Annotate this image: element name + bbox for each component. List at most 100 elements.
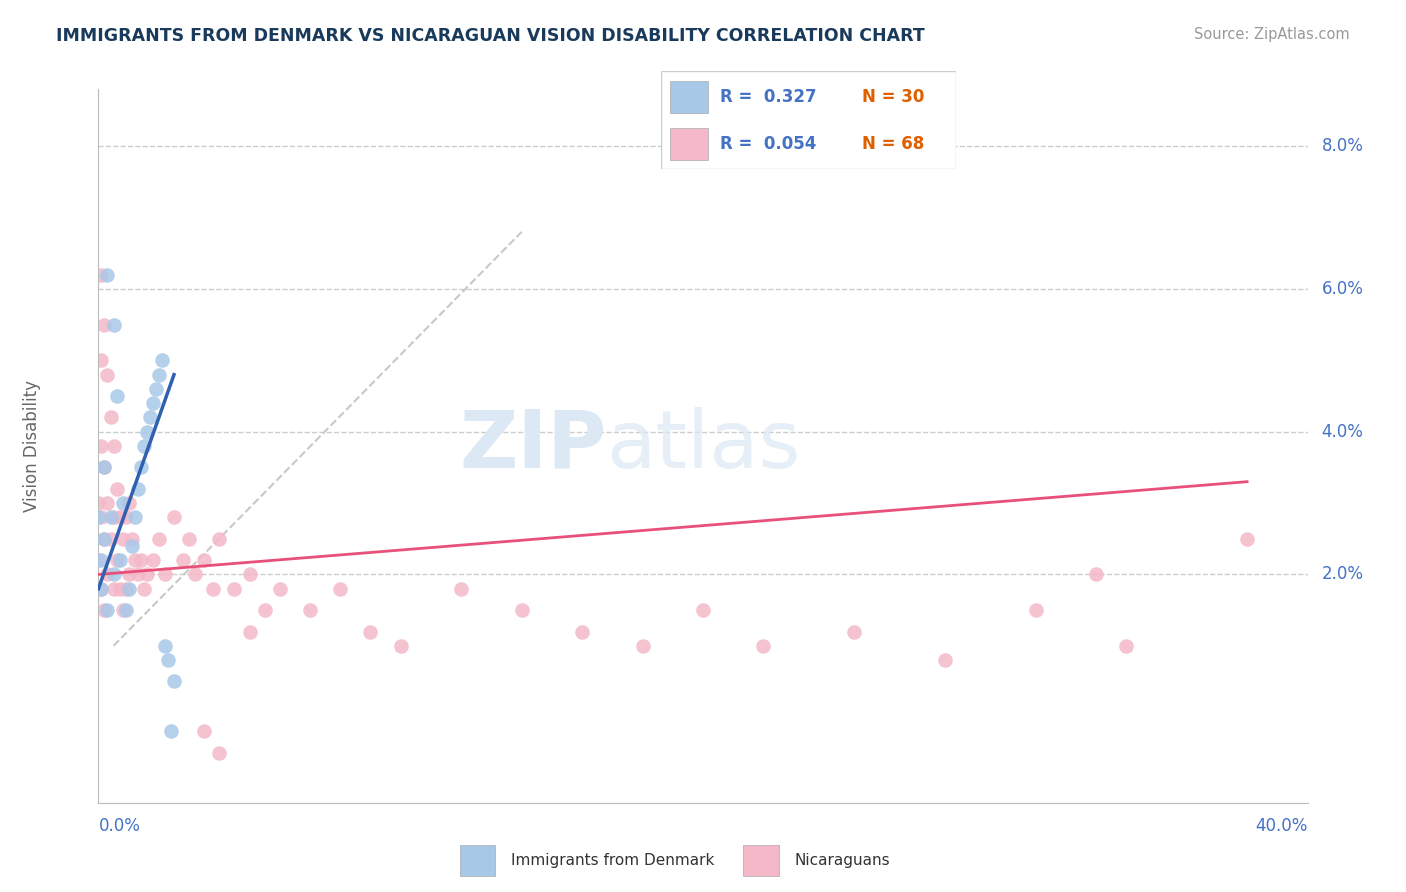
Point [127, 482, 149, 496]
Text: R =  0.054: R = 0.054 [720, 135, 817, 153]
Point [360, 624, 382, 639]
Point [631, 639, 654, 653]
Point [1024, 603, 1046, 617]
Point [135, 567, 157, 582]
Point [1085, 567, 1108, 582]
Point [129, 553, 152, 567]
Point [160, 724, 183, 739]
Point [389, 639, 412, 653]
Point [153, 567, 176, 582]
Text: R =  0.327: R = 0.327 [720, 88, 817, 106]
Text: Immigrants from Denmark: Immigrants from Denmark [510, 854, 714, 868]
Point [93, 603, 115, 617]
Point [299, 603, 322, 617]
Point [135, 425, 157, 439]
Point [118, 582, 141, 596]
Point [208, 746, 231, 760]
Point [1236, 532, 1258, 546]
Point [148, 368, 170, 382]
Point [239, 624, 262, 639]
Point [108, 553, 131, 567]
Bar [669, 128, 709, 160]
Point [145, 382, 167, 396]
Point [692, 603, 714, 617]
Text: ZIP: ZIP [458, 407, 606, 485]
Point [103, 582, 125, 596]
Point [114, 510, 136, 524]
Text: atlas: atlas [606, 407, 800, 485]
Point [571, 624, 593, 639]
Point [108, 582, 131, 596]
Text: IMMIGRANTS FROM DENMARK VS NICARAGUAN VISION DISABILITY CORRELATION CHART: IMMIGRANTS FROM DENMARK VS NICARAGUAN VI… [56, 27, 925, 45]
Bar [669, 81, 709, 112]
Point [111, 603, 134, 617]
Point [100, 532, 122, 546]
Point [329, 582, 352, 596]
Point [752, 639, 775, 653]
Point [153, 639, 176, 653]
Point [111, 496, 134, 510]
Point [1115, 639, 1137, 653]
Point [121, 539, 143, 553]
Point [90, 510, 112, 524]
Point [90, 582, 112, 596]
Point [111, 532, 134, 546]
Point [163, 674, 186, 689]
Point [100, 410, 122, 425]
Point [148, 532, 170, 546]
Point [844, 624, 866, 639]
Point [193, 553, 215, 567]
Point [90, 439, 112, 453]
Point [127, 567, 149, 582]
Point [103, 510, 125, 524]
Point [269, 582, 291, 596]
Text: N = 68: N = 68 [862, 135, 924, 153]
Point [124, 510, 146, 524]
Point [87, 496, 110, 510]
Point [90, 582, 112, 596]
Point [108, 510, 131, 524]
Text: Source: ZipAtlas.com: Source: ZipAtlas.com [1194, 27, 1350, 42]
Point [90, 553, 112, 567]
Point [202, 582, 225, 596]
Text: N = 30: N = 30 [862, 88, 924, 106]
Point [93, 460, 115, 475]
Point [96, 496, 118, 510]
Point [172, 553, 194, 567]
Text: 40.0%: 40.0% [1256, 817, 1308, 835]
Text: 6.0%: 6.0% [1322, 280, 1364, 298]
Point [90, 353, 112, 368]
Point [93, 318, 115, 332]
Point [224, 582, 246, 596]
Point [163, 510, 186, 524]
Point [103, 318, 125, 332]
Point [90, 268, 112, 282]
Point [96, 368, 118, 382]
Point [253, 603, 276, 617]
Point [150, 353, 173, 368]
Point [156, 653, 179, 667]
Point [450, 582, 472, 596]
Point [96, 268, 118, 282]
Point [193, 724, 215, 739]
Text: Nicaraguans: Nicaraguans [794, 854, 890, 868]
Point [208, 532, 231, 546]
Text: 0.0%: 0.0% [98, 817, 141, 835]
Point [93, 460, 115, 475]
Point [87, 553, 110, 567]
Point [510, 603, 533, 617]
Point [105, 553, 128, 567]
Text: 8.0%: 8.0% [1322, 137, 1364, 155]
Point [96, 567, 118, 582]
Point [96, 603, 118, 617]
Point [105, 389, 128, 403]
Point [142, 396, 165, 410]
Point [124, 553, 146, 567]
Bar [460, 846, 495, 876]
Point [105, 482, 128, 496]
Bar [744, 846, 779, 876]
Point [103, 567, 125, 582]
Point [118, 496, 141, 510]
Point [142, 553, 165, 567]
Point [132, 439, 155, 453]
